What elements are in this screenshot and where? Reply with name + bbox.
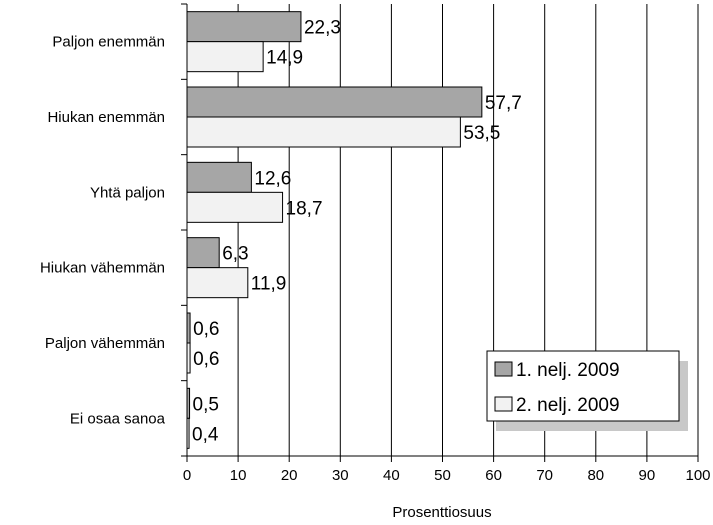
x-tick-label: 80 [587,467,604,484]
bar-series-2 [186,267,249,299]
x-tick-label: 20 [281,467,298,484]
legend: 1. nelj. 2009 2. nelj. 2009 [486,350,688,431]
x-tick-label: 90 [639,467,656,484]
bar-series-1 [186,237,220,269]
x-tick-label: 10 [230,467,247,484]
x-tick-label: 30 [332,467,349,484]
value-label: 53,5 [463,123,500,144]
category-label: Yhtä paljon [90,184,165,201]
legend-box [486,350,680,422]
x-tick-label: 100 [685,467,710,484]
value-label: 22,3 [304,18,341,39]
axes: 0 10 20 30 40 50 60 70 80 90 100 [181,3,711,484]
value-label: 18,7 [286,198,323,219]
x-tick-label: 60 [485,467,502,484]
legend-label-series-1: 1. nelj. 2009 [516,360,620,381]
legend-swatch-series-1 [494,361,513,377]
value-label: 14,9 [266,48,303,69]
bar-series-1 [186,11,302,43]
value-label: 12,6 [254,168,291,189]
bar-series-1 [186,86,483,118]
x-tick-label: 50 [434,467,451,484]
category-label: Hiukan vähemmän [40,260,165,277]
x-axis-title: Prosenttiosuus [392,504,491,521]
bar-series-2 [186,191,284,223]
bar-series-2 [186,116,461,148]
value-label: 57,7 [485,93,522,114]
x-tick-label: 40 [383,467,400,484]
labels: Paljon enemmän 22,314,9 Hiukan enemmän 57,7… [40,18,522,446]
category-label: Paljon enemmän [52,34,165,51]
value-label: 0,6 [193,319,219,340]
value-label: 0,5 [193,394,219,415]
gridlines [237,4,699,456]
legend-swatch-series-2 [494,396,513,412]
bars [186,11,483,449]
value-label: 11,9 [251,274,287,295]
category-label: Hiukan enemmän [47,109,165,126]
bar-series-2 [186,41,264,73]
value-label: 0,4 [192,424,219,445]
legend-label-series-2: 2. nelj. 2009 [516,395,620,416]
x-tick-label: 0 [183,467,191,484]
category-label: Ei osaa sanoa [70,410,166,427]
bar-series-1 [186,161,252,193]
category-label: Paljon vähemmän [45,335,165,352]
x-tick-label: 70 [536,467,553,484]
value-label: 6,3 [222,244,248,265]
value-label: 0,6 [193,349,219,370]
